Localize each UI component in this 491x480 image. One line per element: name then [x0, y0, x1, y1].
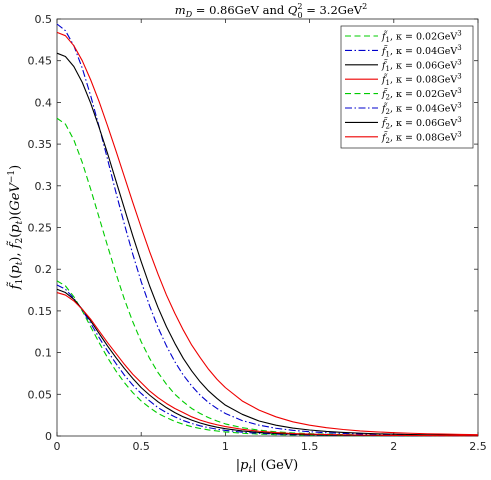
legend-label-8: f̃2, κ = 0.08GeV3	[381, 130, 462, 145]
series-line-4	[56, 31, 479, 436]
x-tick-label: 0	[54, 440, 61, 453]
y-tick-label: 0.25	[28, 222, 53, 235]
x-tick-label: 2.5	[469, 440, 487, 453]
x-axis: 0 0.5 1 1.5 2 2.5	[54, 19, 487, 453]
y-tick-label: 0.1	[35, 347, 53, 360]
y-axis: 0 0.05 0.1 0.15 0.2 0.25 0.3 0.35 0.4 0.45 0.5	[28, 13, 478, 443]
x-axis-label: |pt| (GeV)	[236, 458, 298, 475]
x-tick-label: 2	[390, 440, 397, 453]
y-tick-label: 0.4	[35, 96, 53, 109]
legend-label-2: f̃1, κ = 0.04GeV3	[381, 44, 462, 59]
x-tick-label: 0.5	[132, 440, 150, 453]
y-tick-label: 0.5	[35, 13, 53, 26]
x-tick-label: 1.5	[301, 440, 319, 453]
chart-title: mD = 0.86GeV and Q2 0 = 3.2GeV2	[175, 2, 367, 20]
y-axis-label: f̃1(pt), f̃2(pt)(GeV−1)	[6, 165, 25, 290]
y-tick-label: 0.2	[35, 263, 53, 276]
plot-area: 0 0.5 1 1.5 2 2.5 00.050.10.150.20.250.30.350…	[28, 13, 487, 453]
y-tick-label: 0.35	[28, 138, 53, 151]
y-tick-label: 0.15	[28, 305, 53, 318]
series-layer	[56, 23, 479, 437]
legend-label-1: f̃1, κ = 0.02GeV3	[381, 30, 462, 45]
series-line-2	[56, 23, 479, 436]
series-line-8	[56, 292, 479, 437]
y-tick-label: 0	[45, 430, 52, 443]
legend-label-7: f̃2, κ = 0.06GeV3	[381, 116, 462, 130]
legend-label-4: f̃1, κ = 0.08GeV3	[381, 73, 462, 88]
series-line-1	[56, 117, 478, 437]
y-tick-label: 0.05	[28, 388, 53, 401]
legend-label-6: f̃2, κ = 0.04GeV3	[381, 102, 462, 117]
series-line-3	[56, 52, 479, 436]
x-tick-label: 1	[222, 440, 229, 453]
y-tick-label: 0.3	[35, 180, 53, 193]
legend-label-3: f̃1, κ = 0.06GeV3	[381, 58, 462, 73]
series-line-6	[56, 284, 478, 437]
legend-box	[340, 25, 474, 149]
legend-label-5: f̃2, κ = 0.02GeV3	[381, 87, 462, 102]
y-tick-label: 0.45	[28, 55, 53, 68]
